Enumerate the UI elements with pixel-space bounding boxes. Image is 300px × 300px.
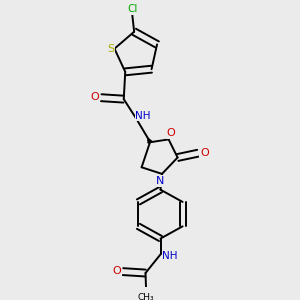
Text: O: O xyxy=(167,128,176,138)
Text: N: N xyxy=(156,176,165,186)
Text: O: O xyxy=(112,266,121,276)
Text: NH: NH xyxy=(136,110,151,121)
Text: NH: NH xyxy=(162,251,178,261)
Text: O: O xyxy=(200,148,209,158)
Polygon shape xyxy=(148,138,152,143)
Text: Cl: Cl xyxy=(127,4,137,14)
Text: CH₃: CH₃ xyxy=(138,293,154,300)
Text: O: O xyxy=(90,92,99,102)
Text: S: S xyxy=(107,44,115,54)
